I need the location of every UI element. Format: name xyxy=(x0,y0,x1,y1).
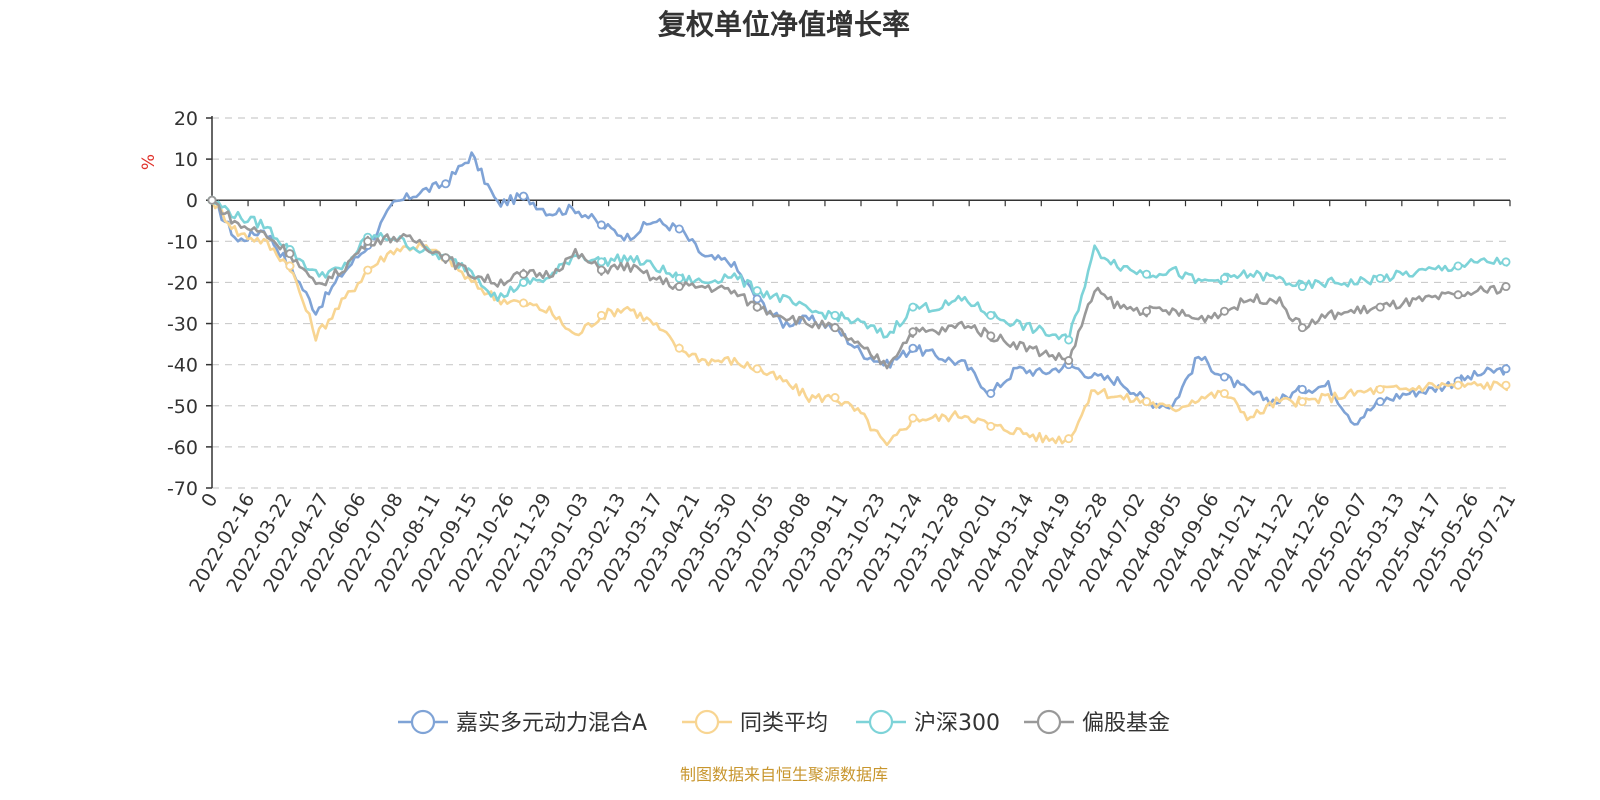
series-point xyxy=(752,286,762,296)
series-point xyxy=(908,413,918,423)
series-point xyxy=(441,253,451,263)
y-tick-label: -30 xyxy=(167,314,198,336)
series-point xyxy=(986,310,996,320)
legend-item[interactable]: 偏股基金 xyxy=(1024,709,1170,736)
legend-label: 沪深300 xyxy=(914,711,1000,736)
series-point xyxy=(1375,302,1385,312)
series-point xyxy=(1501,257,1511,267)
series-point xyxy=(752,294,762,304)
series-point xyxy=(1501,380,1511,390)
series-point xyxy=(1297,282,1307,292)
series-point xyxy=(363,265,373,275)
series-point xyxy=(1375,397,1385,407)
series-point xyxy=(1064,335,1074,345)
y-tick-label: -40 xyxy=(167,355,198,377)
chart-title: 复权单位净值增长率 xyxy=(658,8,910,41)
legend-label: 同类平均 xyxy=(740,711,828,736)
x-tick-label: 0 xyxy=(197,490,222,511)
series-point xyxy=(519,277,529,287)
series-point xyxy=(1219,372,1229,382)
legend-marker-icon xyxy=(868,709,894,735)
y-tick-label: -50 xyxy=(167,396,198,418)
y-tick-label: 10 xyxy=(174,149,198,171)
legend-marker-icon xyxy=(410,709,436,735)
legend-item[interactable]: 嘉实多元动力混合A xyxy=(398,709,647,736)
y-tick-label: 20 xyxy=(174,108,198,130)
series-point xyxy=(1501,282,1511,292)
series-point xyxy=(908,343,918,353)
legend-label: 嘉实多元动力混合A xyxy=(456,711,647,736)
series-point xyxy=(1453,261,1463,271)
series-point xyxy=(1501,364,1511,374)
legend-marker-icon xyxy=(694,709,720,735)
y-tick-label: -10 xyxy=(167,231,198,253)
series-point xyxy=(674,224,684,234)
series-point xyxy=(830,323,840,333)
series-point xyxy=(596,220,606,230)
series-point xyxy=(986,331,996,341)
series-point xyxy=(519,269,529,279)
series-point xyxy=(986,388,996,398)
series-point xyxy=(596,257,606,267)
series-point xyxy=(830,310,840,320)
series-line xyxy=(211,199,1509,343)
series-point xyxy=(1219,388,1229,398)
grid-lines xyxy=(212,117,1510,489)
legend-item[interactable]: 同类平均 xyxy=(682,709,828,736)
series-point xyxy=(1453,380,1463,390)
series-point xyxy=(285,249,295,259)
series-point xyxy=(363,236,373,246)
series-point xyxy=(674,343,684,353)
series-point xyxy=(1142,397,1152,407)
series-point xyxy=(1375,384,1385,394)
series-point xyxy=(1064,356,1074,366)
series-point xyxy=(1142,269,1152,279)
series-line xyxy=(211,151,1509,426)
series-point xyxy=(1453,290,1463,300)
series-point xyxy=(908,327,918,337)
source-note: 制图数据来自恒生聚源数据库 xyxy=(680,765,888,784)
series-point xyxy=(285,261,295,271)
legend-marker-icon xyxy=(1036,709,1062,735)
series-point xyxy=(1375,273,1385,283)
y-tick-label: -20 xyxy=(167,272,198,294)
series-point xyxy=(596,265,606,275)
y-tick-label: -70 xyxy=(167,478,198,500)
y-tick-label: 0 xyxy=(186,190,198,212)
series-point xyxy=(1297,323,1307,333)
legend: 嘉实多元动力混合A 同类平均 沪深300 偏股基金 xyxy=(398,709,1170,736)
series-point xyxy=(596,310,606,320)
series-point xyxy=(908,302,918,312)
series-line xyxy=(211,199,1509,370)
y-tick-label: -60 xyxy=(167,437,198,459)
series-point xyxy=(752,364,762,374)
series-point xyxy=(1219,306,1229,316)
series-point xyxy=(674,273,684,283)
series-point xyxy=(1064,434,1074,444)
series-point xyxy=(1297,384,1307,394)
legend-item[interactable]: 沪深300 xyxy=(856,709,1000,736)
series-point xyxy=(986,421,996,431)
series-point xyxy=(830,393,840,403)
legend-label: 偏股基金 xyxy=(1082,711,1170,736)
series-point xyxy=(1297,397,1307,407)
series-point xyxy=(752,302,762,312)
series-point xyxy=(207,195,217,205)
series-point xyxy=(519,191,529,201)
series-point xyxy=(1142,306,1152,316)
series-point xyxy=(1219,273,1229,283)
series-point xyxy=(519,298,529,308)
series-point xyxy=(441,179,451,189)
series-point xyxy=(674,282,684,292)
y-axis: 20 10 0 -10 -20 -30 -40 -50 -60 -70 xyxy=(167,108,213,500)
series-lines xyxy=(207,151,1511,447)
y-axis-unit: % xyxy=(139,154,159,170)
